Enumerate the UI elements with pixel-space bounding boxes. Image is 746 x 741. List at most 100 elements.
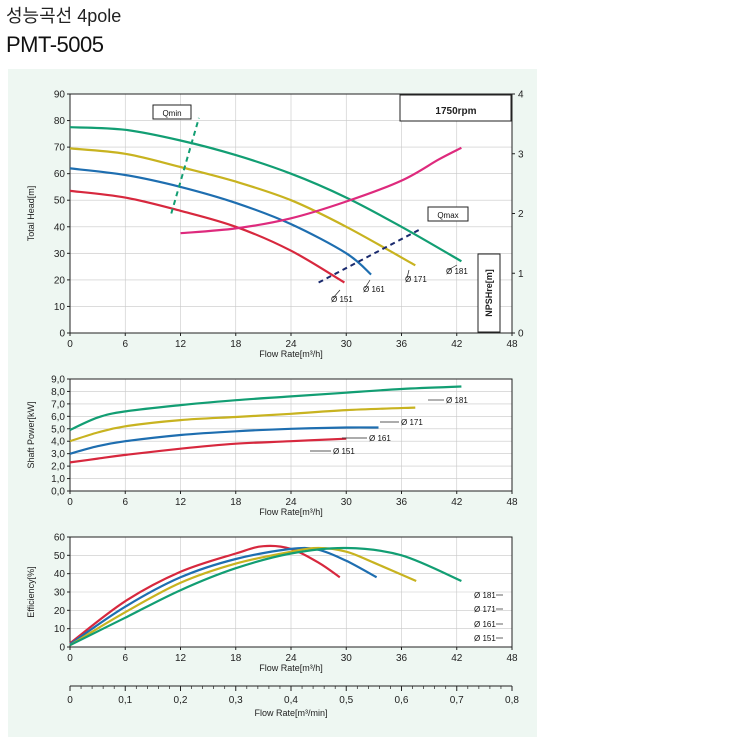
efficiency-curve-line: [69, 546, 417, 647]
qmax-line: [318, 228, 421, 284]
x-axis-label: Flow Rate[m³/h]: [259, 349, 323, 359]
x-tick-label: 12: [175, 653, 187, 664]
y-tick-label: 30: [54, 249, 66, 260]
efficiency-curve-line: [69, 544, 341, 645]
power-curve-line: [69, 385, 462, 432]
efficiency-legend-label: Ø 161: [474, 620, 496, 629]
y2-tick-label: 1: [518, 269, 524, 280]
x2-tick-label: 0,3: [229, 695, 243, 706]
y-tick-label: 7,0: [51, 399, 65, 410]
efficiency-legend-label: Ø 151: [474, 634, 496, 643]
x-tick-label: 12: [175, 339, 187, 350]
y-tick-label: 20: [54, 275, 66, 286]
chart-subtitle: 성능곡선 4pole: [6, 6, 122, 26]
y-tick-label: 1,0: [51, 474, 65, 485]
x-tick-label: 36: [396, 497, 408, 508]
y-tick-label: 40: [54, 569, 66, 580]
x-tick-label: 48: [506, 339, 518, 350]
y-tick-label: 9,0: [51, 375, 65, 386]
y-tick-label: 80: [54, 116, 66, 127]
x-tick-label: 6: [122, 497, 128, 508]
qmax-label: Qmax: [437, 211, 458, 220]
power-curve-label: Ø 151: [333, 447, 355, 456]
y-tick-label: 90: [54, 90, 66, 101]
power-curve-label: Ø 181: [446, 396, 468, 405]
x-tick-label: 18: [230, 497, 242, 508]
x-tick-label: 0: [67, 497, 73, 508]
head-curve-line: [69, 167, 372, 276]
x-tick-label: 42: [451, 497, 463, 508]
x2-tick-label: 0,4: [284, 695, 298, 706]
head-curve-line: [69, 189, 345, 284]
x-axis-label: Flow Rate[m³/h]: [259, 507, 323, 517]
y-axis-label: Shaft Power[kW]: [26, 401, 36, 468]
x-tick-label: 48: [506, 497, 518, 508]
curve-leader-line: [364, 279, 371, 289]
npsh-axis-label: NPSHre[m]: [484, 269, 494, 317]
qmin-box: [152, 104, 192, 120]
x2-axis-label: Flow Rate[m³/min]: [254, 708, 327, 718]
x-tick-label: 12: [175, 497, 187, 508]
y2-tick-label: 2: [518, 209, 524, 220]
qmin-line: [170, 117, 200, 214]
x-tick-label: 18: [230, 653, 242, 664]
x2-tick-label: 0,6: [395, 695, 409, 706]
curve-leader-line: [332, 289, 341, 299]
y2-tick-label: 4: [518, 90, 524, 101]
y-axis-label: Efficiency[%]: [26, 566, 36, 617]
y-tick-label: 6,0: [51, 412, 65, 423]
x-tick-label: 42: [451, 653, 463, 664]
y-tick-label: 50: [54, 196, 66, 207]
curve-leader-line: [447, 264, 458, 271]
x-tick-label: 42: [451, 339, 463, 350]
x-tick-label: 18: [230, 339, 242, 350]
x2-tick-label: 0,5: [339, 695, 353, 706]
x-tick-label: 6: [122, 339, 128, 350]
head-curve-label: Ø 171: [405, 275, 427, 284]
x-tick-label: 36: [396, 339, 408, 350]
power-curve-label: Ø 161: [369, 434, 391, 443]
qmax-box: [427, 206, 469, 222]
x-axis-label: Flow Rate[m³/h]: [259, 663, 323, 673]
x-tick-label: 0: [67, 339, 73, 350]
x-tick-label: 36: [396, 653, 408, 664]
speed-label: 1750rpm: [435, 106, 476, 117]
y-tick-label: 30: [54, 588, 66, 599]
y-axis-label: Total Head[m]: [26, 186, 36, 242]
y-tick-label: 60: [54, 169, 66, 180]
y-tick-label: 0,0: [51, 487, 65, 498]
y-tick-label: 4,0: [51, 437, 65, 448]
power-curve-line: [69, 437, 347, 464]
x2-tick-label: 0,7: [450, 695, 464, 706]
qmin-label: Qmin: [162, 109, 181, 118]
npsh-curve-line: [180, 146, 462, 235]
y-tick-label: 0: [59, 643, 65, 654]
x2-tick-label: 0: [67, 695, 73, 706]
x2-tick-label: 0,2: [174, 695, 188, 706]
head-curve-label: Ø 161: [363, 285, 385, 294]
curve-leader-line: [406, 269, 410, 279]
y-tick-label: 8,0: [51, 387, 65, 398]
x-tick-label: 48: [506, 653, 518, 664]
x-tick-label: 24: [285, 497, 297, 508]
y-tick-label: 60: [54, 533, 66, 544]
y-tick-label: 10: [54, 624, 66, 635]
y-tick-label: 2,0: [51, 462, 65, 473]
power-curve-line: [69, 426, 379, 455]
y-tick-label: 70: [54, 143, 66, 154]
y-tick-label: 40: [54, 222, 66, 233]
x-tick-label: 6: [122, 653, 128, 664]
x-tick-label: 24: [285, 653, 297, 664]
x-tick-label: 24: [285, 339, 297, 350]
y-tick-label: 3,0: [51, 449, 65, 460]
power-curve-line: [69, 406, 416, 443]
efficiency-curve-line: [69, 546, 462, 647]
x2-tick-label: 0,1: [118, 695, 132, 706]
x2-tick-label: 0,8: [505, 695, 519, 706]
y-tick-label: 0: [59, 329, 65, 340]
y2-tick-label: 0: [518, 329, 524, 340]
y-tick-label: 50: [54, 551, 66, 562]
speed-box: [399, 94, 512, 122]
npsh-label-box: [477, 253, 501, 333]
